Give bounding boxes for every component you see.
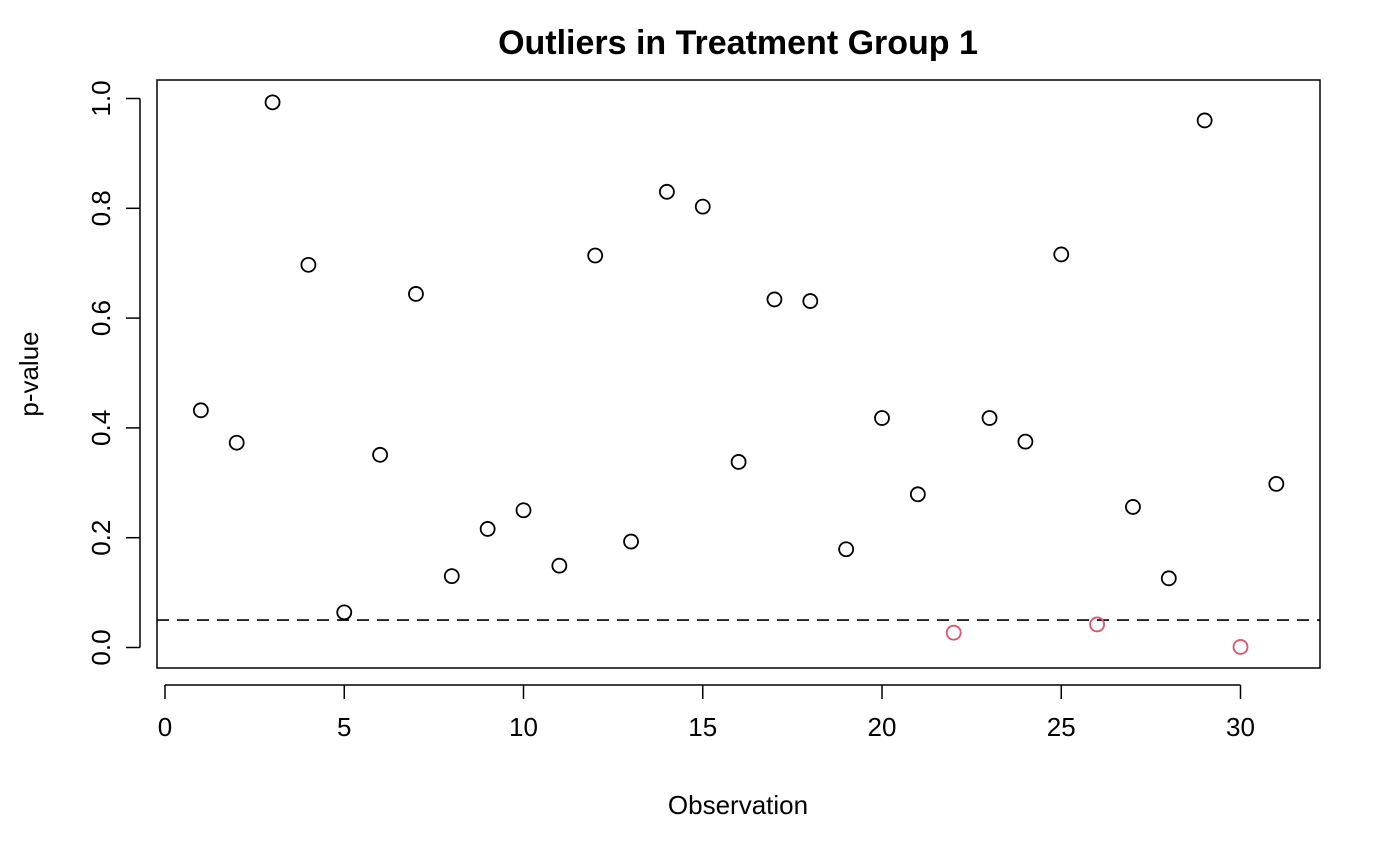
data-point <box>1196 112 1213 129</box>
x-axis: 0 5 10 15 20 25 30 <box>158 684 1255 742</box>
data-point <box>766 291 783 308</box>
data-point <box>372 446 389 463</box>
outlier-point <box>1232 639 1249 655</box>
data-point <box>1125 499 1141 515</box>
data-point <box>1017 433 1034 450</box>
y-tick-label: 0.4 <box>86 410 116 446</box>
data-point <box>802 293 819 309</box>
y-tick-label: 0.2 <box>86 520 116 556</box>
x-tick-label: 15 <box>688 712 717 742</box>
plot-area-frame <box>156 79 1321 669</box>
x-axis-label: Observation <box>668 790 808 820</box>
data-point <box>515 502 532 519</box>
y-tick-label: 0.6 <box>86 300 116 336</box>
y-tick-label: 0.0 <box>86 629 116 665</box>
data-point <box>479 521 496 537</box>
x-tick-label: 10 <box>509 712 538 742</box>
data-point <box>909 486 926 503</box>
data-point <box>623 533 639 550</box>
data-point <box>587 247 604 264</box>
x-tick-label: 5 <box>337 712 351 742</box>
data-point <box>694 198 711 215</box>
x-tick-label: 20 <box>868 712 897 742</box>
data-point <box>192 402 209 419</box>
data-point <box>264 94 281 111</box>
data-points <box>192 94 1285 655</box>
data-point <box>659 183 675 200</box>
data-point <box>874 410 890 426</box>
data-point <box>838 541 855 558</box>
data-point <box>1053 246 1070 263</box>
data-point <box>443 568 460 585</box>
data-point <box>730 454 747 470</box>
x-tick-label: 30 <box>1226 712 1255 742</box>
x-tick-label: 0 <box>158 712 172 742</box>
data-point <box>551 557 568 574</box>
data-point <box>336 604 353 621</box>
data-point <box>1160 570 1177 587</box>
data-point <box>228 434 245 451</box>
y-tick-label: 0.8 <box>86 190 116 226</box>
y-tick-label: 1.0 <box>86 80 116 116</box>
data-point <box>1268 475 1285 492</box>
outlier-point <box>1089 616 1105 633</box>
x-tick-label: 25 <box>1047 712 1076 742</box>
chart-title: Outliers in Treatment Group 1 <box>498 24 978 62</box>
data-point <box>408 286 424 302</box>
y-axis-label: p-value <box>14 331 44 416</box>
data-point <box>300 256 317 273</box>
y-axis: 0.0 0.2 0.4 0.6 0.8 1.0 <box>86 80 141 666</box>
data-point <box>981 410 998 426</box>
outlier-point <box>945 624 962 641</box>
